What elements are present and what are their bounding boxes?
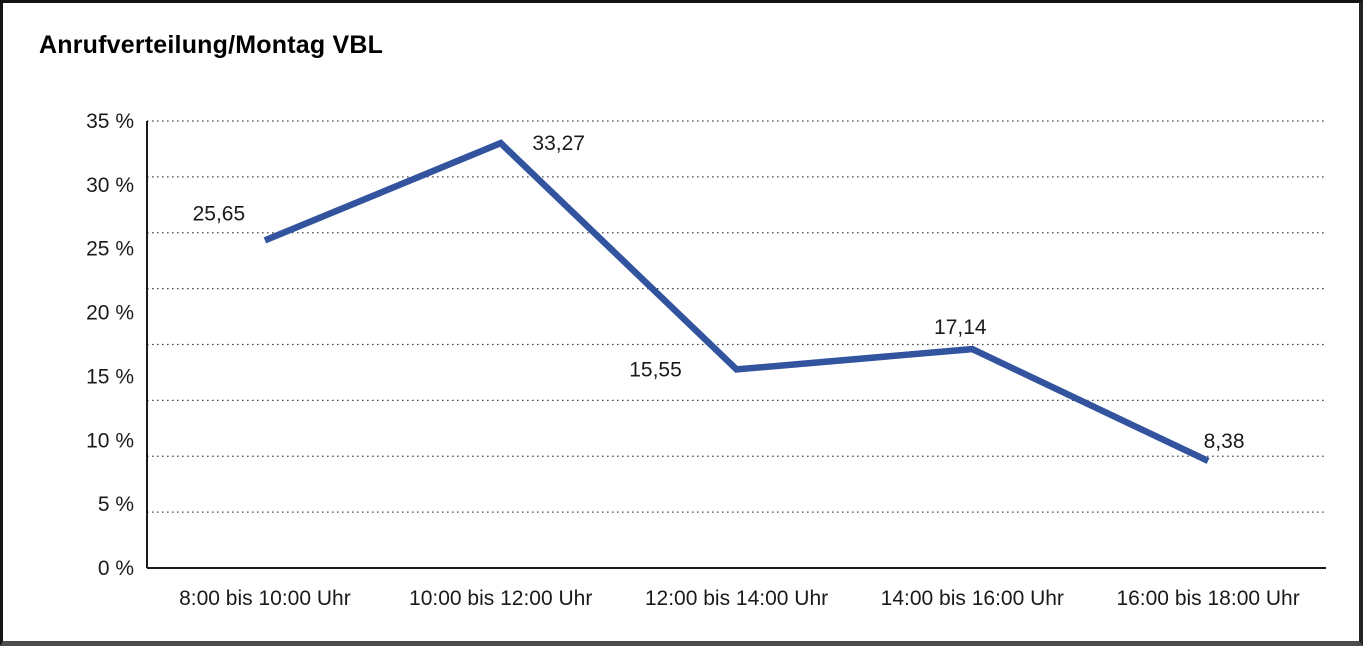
data-label: 15,55 bbox=[629, 358, 682, 381]
y-tick-label: 20 % bbox=[86, 302, 134, 325]
data-label: 25,65 bbox=[193, 202, 246, 225]
chart-title: Anrufverteilung/Montag VBL bbox=[39, 31, 384, 59]
y-tick-label: 35 % bbox=[86, 110, 134, 133]
y-tick-label: 25 % bbox=[86, 238, 134, 261]
x-category-label: 16:00 bis 18:00 Uhr bbox=[1116, 587, 1299, 610]
x-category-label: 8:00 bis 10:00 Uhr bbox=[179, 587, 351, 610]
data-label: 33,27 bbox=[532, 132, 585, 155]
y-tick-label: 10 % bbox=[86, 429, 134, 452]
data-label: 17,14 bbox=[934, 316, 987, 339]
x-category-label: 12:00 bis 14:00 Uhr bbox=[645, 587, 828, 610]
line-chart-plot: 0 % 5 % 10 % 15 % 20 % 25 % 30 % 35 % 8:00 bis 1… bbox=[86, 110, 1326, 610]
x-category-label: 14:00 bis 16:00 Uhr bbox=[881, 587, 1064, 610]
y-tick-label: 0 % bbox=[98, 557, 134, 580]
data-label: 8,38 bbox=[1204, 430, 1245, 453]
y-tick-label: 5 % bbox=[98, 493, 134, 516]
y-tick-label: 30 % bbox=[86, 174, 134, 197]
y-tick-label: 15 % bbox=[86, 365, 134, 388]
x-category-label: 10:00 bis 12:00 Uhr bbox=[409, 587, 592, 610]
series-line bbox=[263, 139, 1210, 464]
